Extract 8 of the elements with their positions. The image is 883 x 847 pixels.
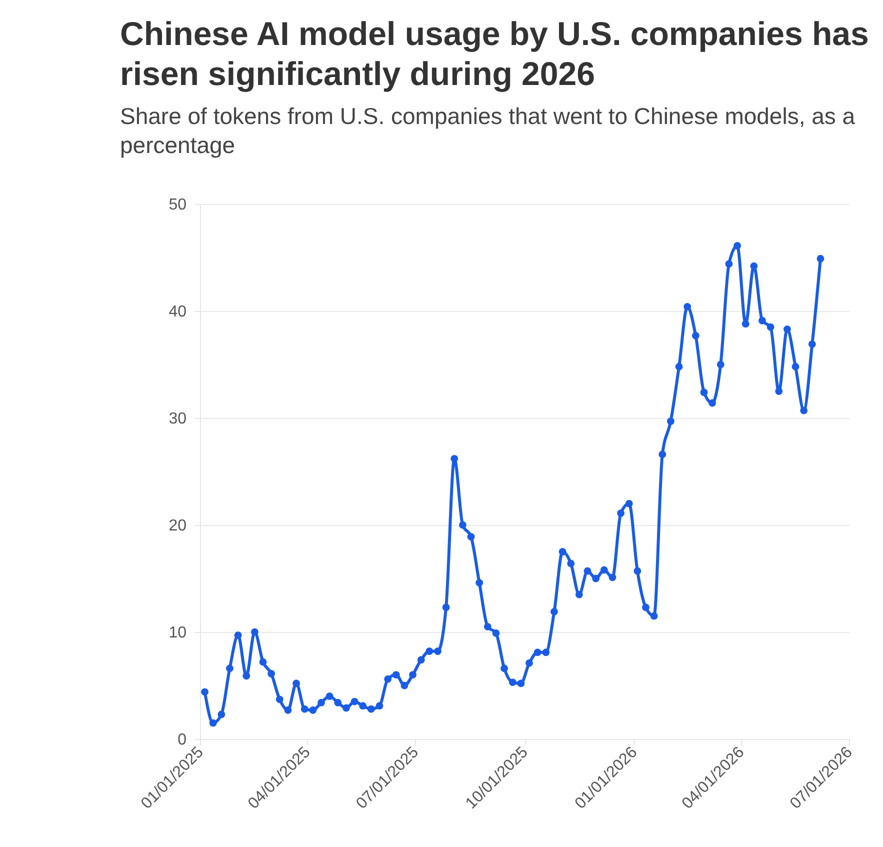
y-tick-label: 10 <box>168 624 187 642</box>
y-tick-label: 50 <box>168 196 187 214</box>
y-tick-label: 0 <box>178 732 187 748</box>
y-tick-label: 20 <box>168 518 187 534</box>
chart-title: Chinese AI model usage by U.S. companies has risen significantly during 2026 <box>120 14 870 94</box>
chart-subtitle: Share of tokens from U.S. companies that went to Chinese models, as a percentage <box>120 102 856 160</box>
y-tick-label: 30 <box>168 410 187 428</box>
y-tick-label: 40 <box>168 304 187 320</box>
